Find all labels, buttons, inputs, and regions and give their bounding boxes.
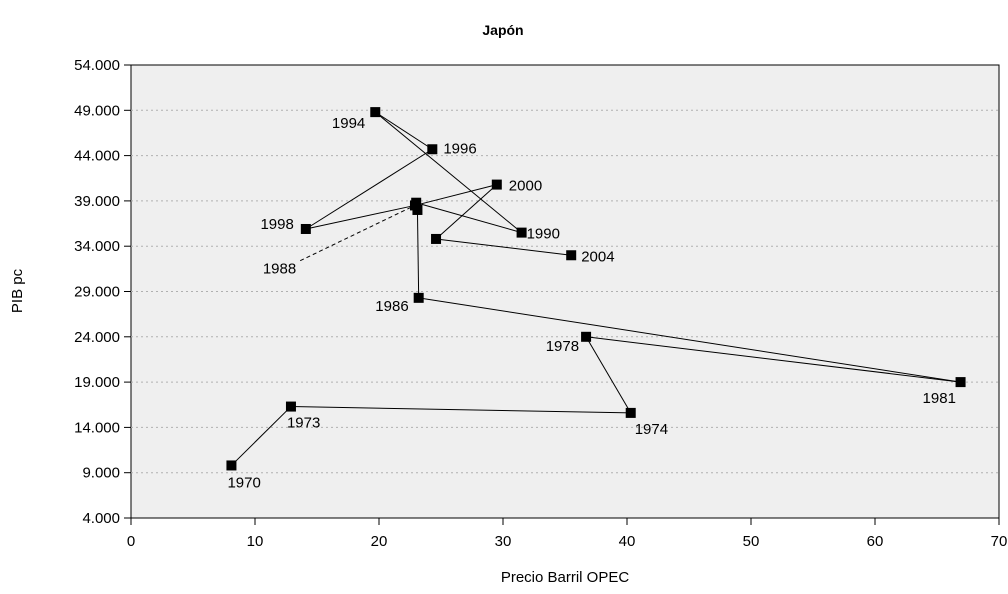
point-label-1986: 1986 (375, 298, 408, 315)
y-tick-label: 34.000 (74, 238, 120, 255)
x-axis-title: Precio Barril OPEC (501, 569, 630, 586)
y-axis: 4.000 9.000 14.000 19.000 24.000 29.000 34.000… (74, 57, 131, 527)
data-point-1986 (413, 292, 424, 303)
y-tick-label: 49.000 (74, 102, 120, 119)
point-label-1998: 1998 (260, 216, 293, 233)
y-tick-label: 4.000 (82, 510, 120, 527)
data-point-2002 (431, 233, 442, 244)
point-label-2004: 2004 (581, 248, 614, 265)
series-segment (305, 148, 433, 230)
data-point-2004 (566, 250, 577, 261)
point-label-1981: 1981 (923, 390, 956, 407)
series-segment (414, 184, 497, 206)
x-tick-label: 20 (371, 533, 388, 550)
x-tick-label: 40 (619, 533, 636, 550)
series-segment (290, 406, 631, 414)
y-tick-label: 29.000 (74, 284, 120, 301)
series-segment (305, 204, 416, 230)
y-tick-label: 14.000 (74, 419, 120, 436)
y-tick-label: 24.000 (74, 329, 120, 346)
series-segment (585, 336, 632, 414)
point-label-1973: 1973 (287, 415, 320, 432)
x-tick-label: 60 (867, 533, 884, 550)
series-segment (416, 209, 420, 298)
point-labels: 1970 1973 1974 1978 1981 1986 1988 1990 1994 1996… (227, 115, 955, 491)
data-points (226, 107, 966, 471)
data-point-1999 (409, 200, 420, 211)
series-segment (374, 111, 522, 233)
series-segment (418, 297, 961, 383)
data-point-1994 (370, 107, 381, 118)
point-label-1970: 1970 (227, 474, 260, 491)
x-tick-label: 0 (127, 533, 135, 550)
data-point-1978 (581, 331, 592, 342)
y-tick-label: 54.000 (74, 57, 120, 74)
point-label-1978: 1978 (546, 338, 579, 355)
y-tick-label: 9.000 (82, 465, 120, 482)
point-label-1990: 1990 (527, 226, 560, 243)
point-label-1974: 1974 (635, 421, 668, 438)
data-point-1970 (226, 460, 237, 471)
point-label-1996: 1996 (443, 140, 476, 157)
point-label-1988: 1988 (263, 261, 296, 278)
y-axis-title: PIB pc (9, 268, 26, 313)
y-tick-label: 19.000 (74, 374, 120, 391)
data-point-2000 (491, 179, 502, 190)
series-lines (231, 111, 961, 466)
point-label-1994: 1994 (332, 115, 365, 132)
series-segment (375, 111, 433, 150)
x-tick-label: 50 (743, 533, 760, 550)
data-point-1973 (285, 401, 296, 412)
point-label-2000: 2000 (509, 178, 542, 195)
series-segment (231, 406, 292, 466)
series-segment (435, 238, 572, 256)
data-point-1990 (516, 227, 527, 238)
y-tick-label: 39.000 (74, 193, 120, 210)
x-tick-label: 30 (495, 533, 512, 550)
plot-area (130, 64, 1000, 519)
y-tick-label: 44.000 (74, 148, 120, 165)
x-axis: 0 10 20 30 40 50 60 70 (127, 518, 1008, 550)
data-point-1996 (427, 144, 438, 155)
data-point-1998 (300, 223, 311, 234)
x-tick-label: 70 (991, 533, 1008, 550)
chart-title: Japón (482, 22, 523, 38)
data-point-1981 (955, 377, 966, 388)
series-segment (435, 184, 498, 240)
series-segment (416, 202, 522, 234)
x-tick-label: 10 (247, 533, 264, 550)
series-segment (586, 336, 961, 383)
data-point-1974 (625, 407, 636, 418)
